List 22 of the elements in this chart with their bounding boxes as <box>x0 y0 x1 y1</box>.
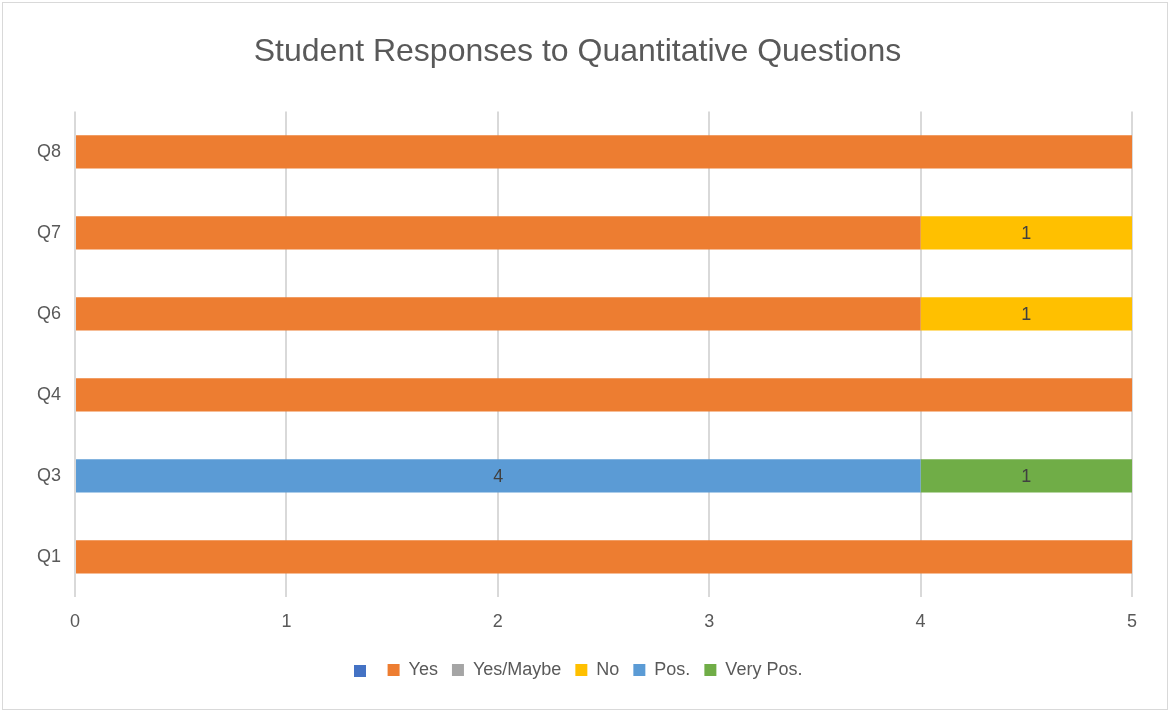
x-tick-label: 0 <box>70 611 81 632</box>
y-tick-label: Q1 <box>37 545 62 566</box>
legend-label: Yes/Maybe <box>472 658 562 679</box>
data-label: 1 <box>1021 222 1032 243</box>
legend-label: Yes <box>408 658 438 679</box>
x-tick-label: 3 <box>704 611 715 632</box>
chart-title: Student Responses to Quantitative Questions <box>253 32 902 69</box>
legend-label: Pos. <box>654 658 691 679</box>
y-tick-label: Q7 <box>37 221 62 242</box>
y-tick-label: Q3 <box>37 464 62 485</box>
data-label: 1 <box>1021 303 1032 324</box>
data-label: 4 <box>493 465 504 486</box>
x-tick-label: 4 <box>915 611 926 632</box>
x-tick-label: 2 <box>492 611 503 632</box>
x-tick-label: 1 <box>281 611 292 632</box>
y-tick-label: Q8 <box>37 140 62 161</box>
legend-label: Very Pos. <box>725 658 803 679</box>
data-label: 1 <box>1021 465 1032 486</box>
y-tick-label: Q4 <box>37 383 62 404</box>
legend-label: No <box>596 658 620 679</box>
y-tick-label: Q6 <box>37 302 62 323</box>
x-tick-label: 5 <box>1126 611 1138 632</box>
